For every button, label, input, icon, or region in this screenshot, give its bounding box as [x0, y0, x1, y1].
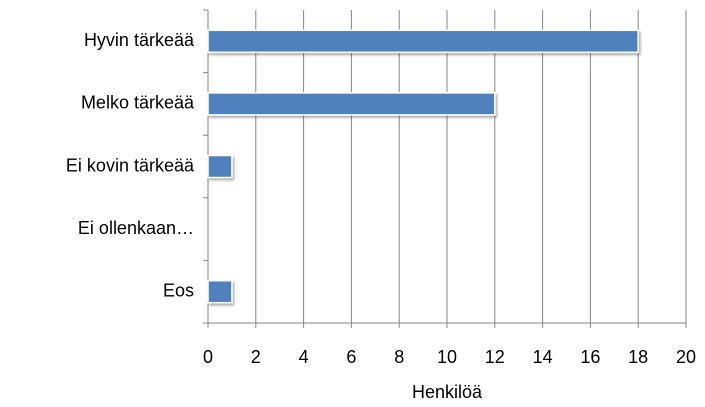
y-tick-label: Hyvin tärkeää — [84, 30, 195, 50]
bar — [207, 29, 639, 54]
x-tick-label: 16 — [580, 347, 600, 367]
y-tick-label: Melko tärkeää — [81, 93, 195, 113]
x-tick-label: 10 — [437, 347, 457, 367]
bar — [207, 154, 233, 179]
x-tick-label: 12 — [485, 347, 505, 367]
bar — [207, 279, 233, 304]
x-tick-label: 8 — [394, 347, 404, 367]
y-tick-label: Ei kovin tärkeää — [66, 155, 195, 175]
x-tick-label: 6 — [346, 347, 356, 367]
x-tick-label: 4 — [299, 347, 309, 367]
x-tick-label: 18 — [628, 347, 648, 367]
bar — [207, 92, 496, 116]
y-tick-label: Ei ollenkaan… — [78, 218, 194, 238]
y-tick-label: Eos — [163, 280, 194, 300]
x-axis-label: Henkilöä — [412, 382, 483, 402]
x-tick-label: 2 — [251, 347, 261, 367]
x-tick-label: 0 — [203, 347, 213, 367]
x-tick-label: 20 — [676, 347, 696, 367]
x-tick-label: 14 — [533, 347, 553, 367]
